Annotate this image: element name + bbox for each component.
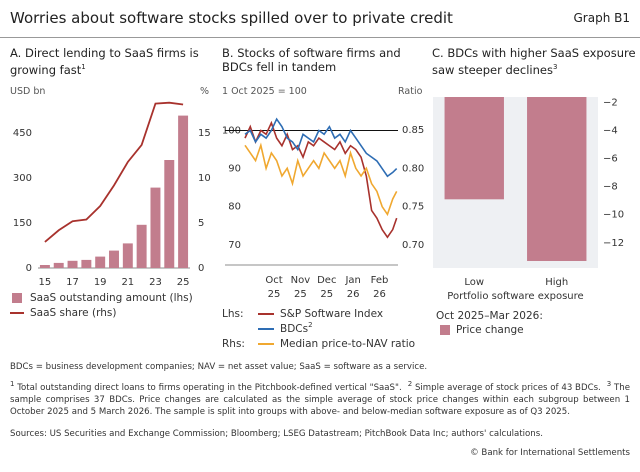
legend-label: Median price-to-NAV ratio (280, 338, 415, 350)
y-unit: USD bn (10, 86, 46, 97)
y2-tick-label: 10 (198, 173, 211, 184)
footnote-text: Total outstanding direct loans to firms … (17, 382, 402, 393)
y-tick-label: −2 (603, 98, 618, 109)
legend-title: Oct 2025–Mar 2026: (436, 310, 543, 322)
y2-tick-label: 5 (198, 218, 204, 229)
bar (81, 259, 92, 268)
bar (39, 265, 50, 268)
sources: Sources: US Securities and Exchange Comm… (10, 429, 543, 439)
x-tick-label: Jan (344, 275, 360, 286)
x-tick-year: 25 (294, 289, 307, 300)
page-title: Worries about software stocks spilled ov… (10, 9, 453, 27)
panel-title-text: A. Direct lending to SaaS firms is growi… (10, 46, 199, 77)
legend-label: SaaS share (rhs) (30, 307, 116, 319)
x-tick-year: 26 (373, 289, 386, 300)
x-tick-label: Nov (291, 275, 311, 286)
legend-swatch (12, 293, 22, 303)
header-rule (0, 37, 640, 38)
bar (67, 260, 78, 268)
abbreviations: BDCs = business development companies; N… (10, 362, 428, 372)
line (244, 120, 398, 239)
footnote-marker: 1 (10, 380, 15, 388)
graph-id: Graph B1 (573, 11, 631, 25)
panel-title: B. Stocks of software firms and BDCs fel… (222, 46, 427, 74)
x-tick-label: Low (464, 277, 484, 288)
x-tick-label: 23 (149, 277, 162, 288)
bar (527, 97, 587, 261)
y-tick-label: −8 (603, 182, 618, 193)
x-tick-label: 25 (177, 277, 190, 288)
footnote-marker: 3 (606, 380, 612, 388)
x-tick-label: 21 (121, 277, 134, 288)
bar (178, 115, 189, 268)
legend-group-label: Rhs: (222, 338, 245, 350)
x-tick-label: Feb (371, 275, 389, 286)
y-tick-label: −4 (603, 126, 618, 137)
y-tick-label: −12 (603, 238, 624, 249)
bar (136, 224, 147, 268)
line (44, 101, 184, 243)
y2-unit: Ratio (398, 86, 423, 97)
y-unit: 1 Oct 2025 = 100 (222, 86, 307, 97)
y-tick-label: 90 (228, 164, 241, 175)
footnote-marker: 2 (407, 380, 413, 388)
panel-title: A. Direct lending to SaaS firms is growi… (10, 46, 205, 77)
y-tick-label: 300 (13, 173, 32, 184)
line (244, 117, 398, 178)
y-tick-label: 70 (228, 240, 241, 251)
footnotes: 1 Total outstanding direct loans to firm… (10, 378, 630, 418)
legend-label-text: BDCs (280, 323, 308, 335)
title-note: 1 (81, 63, 86, 71)
footnote-text: Simple average of stock prices of 43 BDC… (414, 382, 601, 393)
title-note: 3 (552, 63, 558, 71)
legend-label: SaaS outstanding amount (lhs) (30, 292, 193, 304)
legend-label: Price change (456, 324, 524, 336)
bar (109, 250, 119, 268)
y2-tick-label: 0 (198, 263, 204, 274)
legend-note: 2 (308, 321, 312, 329)
panel-title-text: B. Stocks of software firms and BDCs fel… (222, 46, 401, 74)
bar (122, 243, 133, 268)
legend-label-text: Median price-to-NAV ratio (280, 338, 415, 350)
bar (95, 256, 106, 268)
bar (444, 97, 504, 200)
y2-tick-label: 0.75 (402, 202, 424, 213)
y-tick-label: 150 (13, 218, 32, 229)
x-tick-label: Dec (317, 275, 336, 286)
y-tick-label: −10 (603, 210, 624, 221)
plots: 0 150 300 450 0 5 10 15 15 17 19 21 23 25 SaaS outstan… (10, 97, 624, 350)
x-tick-label: Oct (265, 275, 282, 286)
x-axis-label: Portfolio software exposure (447, 291, 583, 302)
y2-tick-label: 0.70 (402, 240, 424, 251)
x-tick-year: 25 (268, 289, 281, 300)
y-tick-label: −6 (603, 154, 618, 165)
x-tick-label: 19 (94, 277, 107, 288)
bar (150, 187, 161, 268)
copyright: © Bank for International Settlements (470, 448, 630, 458)
legend-label-text: S&P Software Index (280, 308, 383, 320)
bar (164, 160, 175, 268)
y-tick-label: 450 (13, 128, 32, 139)
y2-tick-label: 15 (198, 128, 211, 139)
panel-title: C. BDCs with higher SaaS exposure saw st… (432, 46, 637, 77)
panel-title-text: C. BDCs with higher SaaS exposure saw st… (432, 46, 636, 77)
x-tick-label: 15 (39, 277, 52, 288)
x-tick-year: 26 (347, 289, 360, 300)
x-tick-label: High (545, 277, 568, 288)
y-tick-label: 0 (26, 263, 32, 274)
legend-group-label: Lhs: (222, 308, 244, 320)
y-tick-label: 80 (228, 202, 241, 213)
x-tick-year: 25 (320, 289, 333, 300)
y2-tick-label: 0.80 (402, 163, 424, 174)
line (244, 142, 398, 217)
legend-swatch (440, 325, 450, 335)
x-tick-label: 17 (66, 277, 79, 288)
footnote-text: The sample comprises 37 BDCs. Price chan… (10, 382, 631, 417)
legend-label: BDCs2 (280, 321, 313, 335)
y2-unit: % (200, 86, 210, 97)
legend-label: S&P Software Index (280, 308, 383, 320)
bar (53, 262, 64, 268)
y2-tick-label: 0.85 (402, 125, 424, 136)
